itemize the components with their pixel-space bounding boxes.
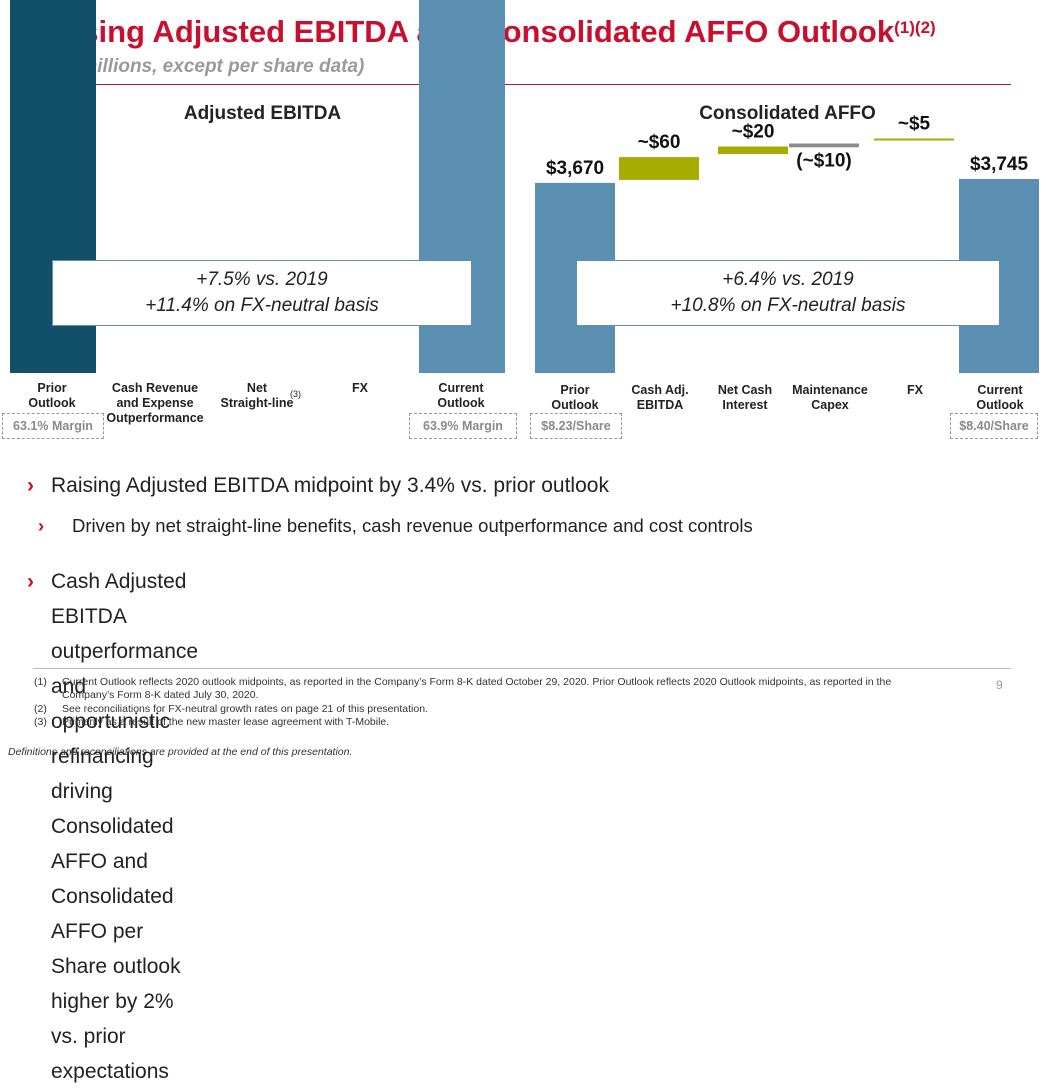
affo-value-label: ~$20 (732, 122, 775, 143)
ebitda-category-label: Net Straight-line (220, 381, 294, 410)
affo-bar-fx (874, 138, 954, 141)
footnote-number: (3) (34, 716, 47, 728)
affo-category-label: Prior Outlook (551, 383, 599, 412)
bullet-text: Raising Adjusted EBITDA midpoint by 3.4%… (51, 474, 609, 497)
affo-value-label: $3,670 (546, 158, 604, 179)
ebitda-category-label: FX (352, 381, 368, 395)
affo-value-label: ~$5 (898, 114, 931, 135)
footnote-number: (1) (34, 676, 47, 688)
footnote-divider (33, 668, 1011, 669)
affo-badge-prior-outlook: $8.23/Share (530, 413, 622, 439)
footnote-text: See reconciliations for FX-neutral growt… (62, 703, 428, 715)
affo-bar-net-cash-interest (718, 146, 788, 155)
title-footnote-ref: (1)(2) (894, 18, 936, 37)
affo-bar-maintenance-capex (789, 143, 859, 148)
bullet-text: Cash Adjusted EBITDA outperformance and … (51, 570, 199, 1083)
ebitda-category-footnote-ref: (3) (290, 389, 301, 399)
bullet-chevron-icon: › (27, 474, 34, 497)
page-subtitle: ($ in millions, except per share data) (36, 56, 365, 77)
affo-category-label: Net Cash Interest (717, 383, 773, 412)
affo-category-label: FX (907, 383, 923, 397)
title-divider (33, 84, 1011, 85)
footnote-text: Current Outlook reflects 2020 outlook mi… (62, 676, 892, 701)
ebitda-category-label: Cash Revenue and Expense Outperformance (106, 381, 204, 425)
bullet-text: Driven by net straight-line benefits, ca… (72, 515, 753, 536)
definitions-note: Definitions and reconciliations are prov… (8, 746, 353, 758)
affo-value-label: ~$60 (638, 132, 681, 153)
footnote-text: Primarily as a result of the new master … (62, 716, 390, 728)
affo-category-label: Cash Adj. EBITDA (631, 383, 689, 412)
affo-badge-current-outlook: $8.40/Share (950, 413, 1038, 439)
bullet-chevron-icon: › (27, 570, 34, 593)
ebitda-badge-prior-outlook: 63.1% Margin (2, 413, 104, 439)
affo-value-label: $3,745 (970, 154, 1029, 175)
footnote-number: (2) (34, 703, 47, 715)
affo-category-label: Maintenance Capex (792, 383, 868, 412)
page-number: 9 (996, 678, 1003, 692)
affo-chart-title: Consolidated AFFO (699, 103, 876, 124)
ebitda-chart-title: Adjusted EBITDA (183, 103, 342, 124)
affo-growth-callout: +6.4% vs. 2019 +10.8% on FX-neutral basi… (576, 260, 1000, 326)
ebitda-badge-current-outlook: 63.9% Margin (409, 413, 517, 439)
bullet-chevron-icon: › (38, 515, 45, 536)
affo-bar-cash-adj-ebitda (619, 157, 699, 180)
ebitda-category-label: Prior Outlook (28, 381, 76, 410)
ebitda-category-label: Current Outlook (437, 381, 485, 410)
ebitda-growth-callout: +7.5% vs. 2019 +11.4% on FX-neutral basi… (52, 260, 472, 326)
affo-category-label: Current Outlook (976, 383, 1024, 412)
affo-value-label: (~$10) (796, 150, 851, 171)
